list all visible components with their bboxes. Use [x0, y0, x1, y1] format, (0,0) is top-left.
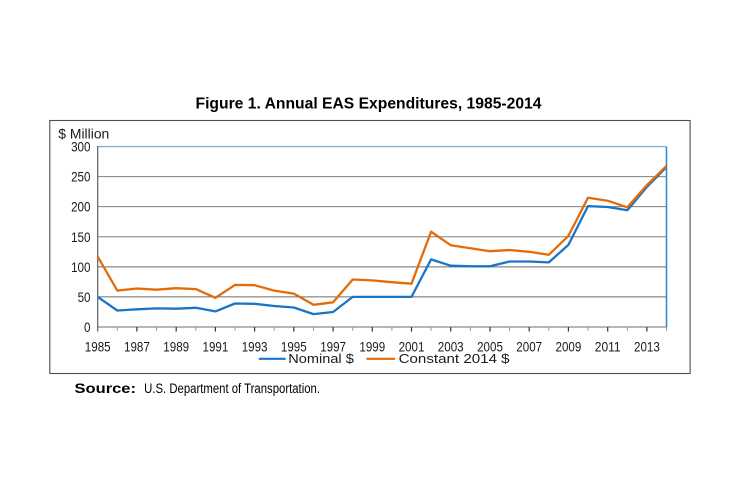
svg-text:150: 150: [71, 229, 91, 245]
svg-text:2001: 2001: [399, 338, 425, 354]
svg-text:Figure 1. Annual EAS Expenditu: Figure 1. Annual EAS Expenditures, 1985-…: [196, 96, 542, 113]
svg-text:250: 250: [71, 169, 91, 185]
svg-text:Source: U.S. Department of Tra: Source: U.S. Department of Transportatio…: [75, 381, 321, 396]
svg-text:Nominal $: Nominal $: [288, 351, 354, 366]
svg-text:2011: 2011: [595, 338, 621, 354]
svg-text:100: 100: [71, 259, 91, 275]
svg-text:200: 200: [71, 199, 91, 215]
svg-text:2005: 2005: [477, 338, 503, 354]
svg-text:0: 0: [84, 319, 91, 335]
svg-text:2007: 2007: [516, 338, 542, 354]
svg-text:1993: 1993: [242, 338, 268, 354]
svg-text:2013: 2013: [634, 338, 660, 354]
svg-text:50: 50: [78, 289, 91, 305]
svg-text:Constant 2014 $: Constant 2014 $: [399, 351, 511, 366]
svg-text:1991: 1991: [203, 338, 229, 354]
svg-text:2003: 2003: [438, 338, 464, 354]
svg-text:$ Million: $ Million: [58, 126, 109, 141]
svg-text:1999: 1999: [359, 338, 385, 354]
svg-text:300: 300: [71, 139, 91, 155]
svg-text:1989: 1989: [163, 338, 189, 354]
svg-text:1985: 1985: [85, 338, 111, 354]
svg-text:1997: 1997: [320, 338, 346, 354]
svg-text:1995: 1995: [281, 338, 307, 354]
svg-text:1987: 1987: [124, 338, 150, 354]
svg-text:2009: 2009: [556, 338, 582, 354]
